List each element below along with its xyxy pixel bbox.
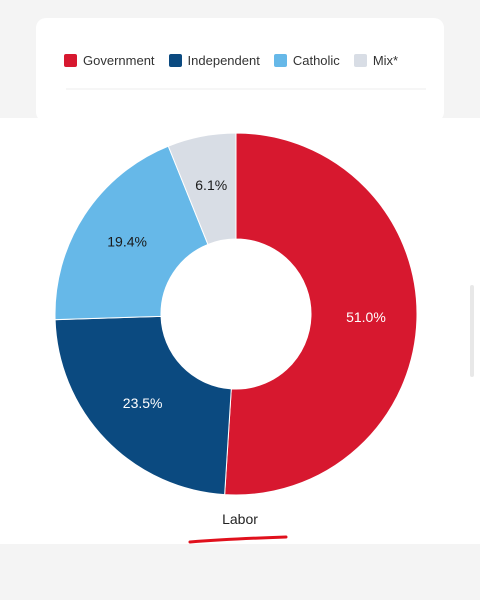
- legend-item-government[interactable]: Government: [64, 53, 155, 68]
- legend-swatch: [64, 54, 77, 67]
- donut-slice-independent[interactable]: [54, 315, 232, 496]
- donut-chart: 51.0% 23.5% 19.4% 6.1%: [54, 132, 418, 496]
- legend-item-mix[interactable]: Mix*: [353, 53, 399, 68]
- legend-label: Independent: [187, 53, 260, 68]
- divider: [66, 88, 426, 90]
- legend-card: [36, 18, 444, 122]
- legend-swatch: [353, 54, 367, 67]
- donut-slice-mix[interactable]: [167, 132, 237, 246]
- slice-value-label: 6.1%: [195, 177, 227, 193]
- chart-legend: Government Independent Catholic Mix*: [64, 53, 412, 68]
- legend-swatch: [168, 54, 182, 67]
- slice-value-label: 19.4%: [107, 234, 147, 250]
- legend-label: Catholic: [292, 53, 340, 68]
- slice-value-label: 51.0%: [346, 309, 386, 325]
- legend-item-catholic[interactable]: Catholic: [273, 53, 340, 68]
- legend-swatch: [273, 54, 287, 67]
- donut-slice-government[interactable]: [224, 132, 418, 496]
- slice-value-label: 23.5%: [123, 395, 163, 411]
- legend-label: Mix*: [372, 53, 399, 68]
- scroll-edge: [470, 285, 474, 377]
- legend-item-independent[interactable]: Independent: [168, 53, 260, 68]
- chart-title: Labor: [222, 511, 258, 527]
- bottom-background: [0, 544, 480, 600]
- legend-label: Government: [83, 53, 155, 68]
- donut-slice-catholic[interactable]: [54, 145, 209, 321]
